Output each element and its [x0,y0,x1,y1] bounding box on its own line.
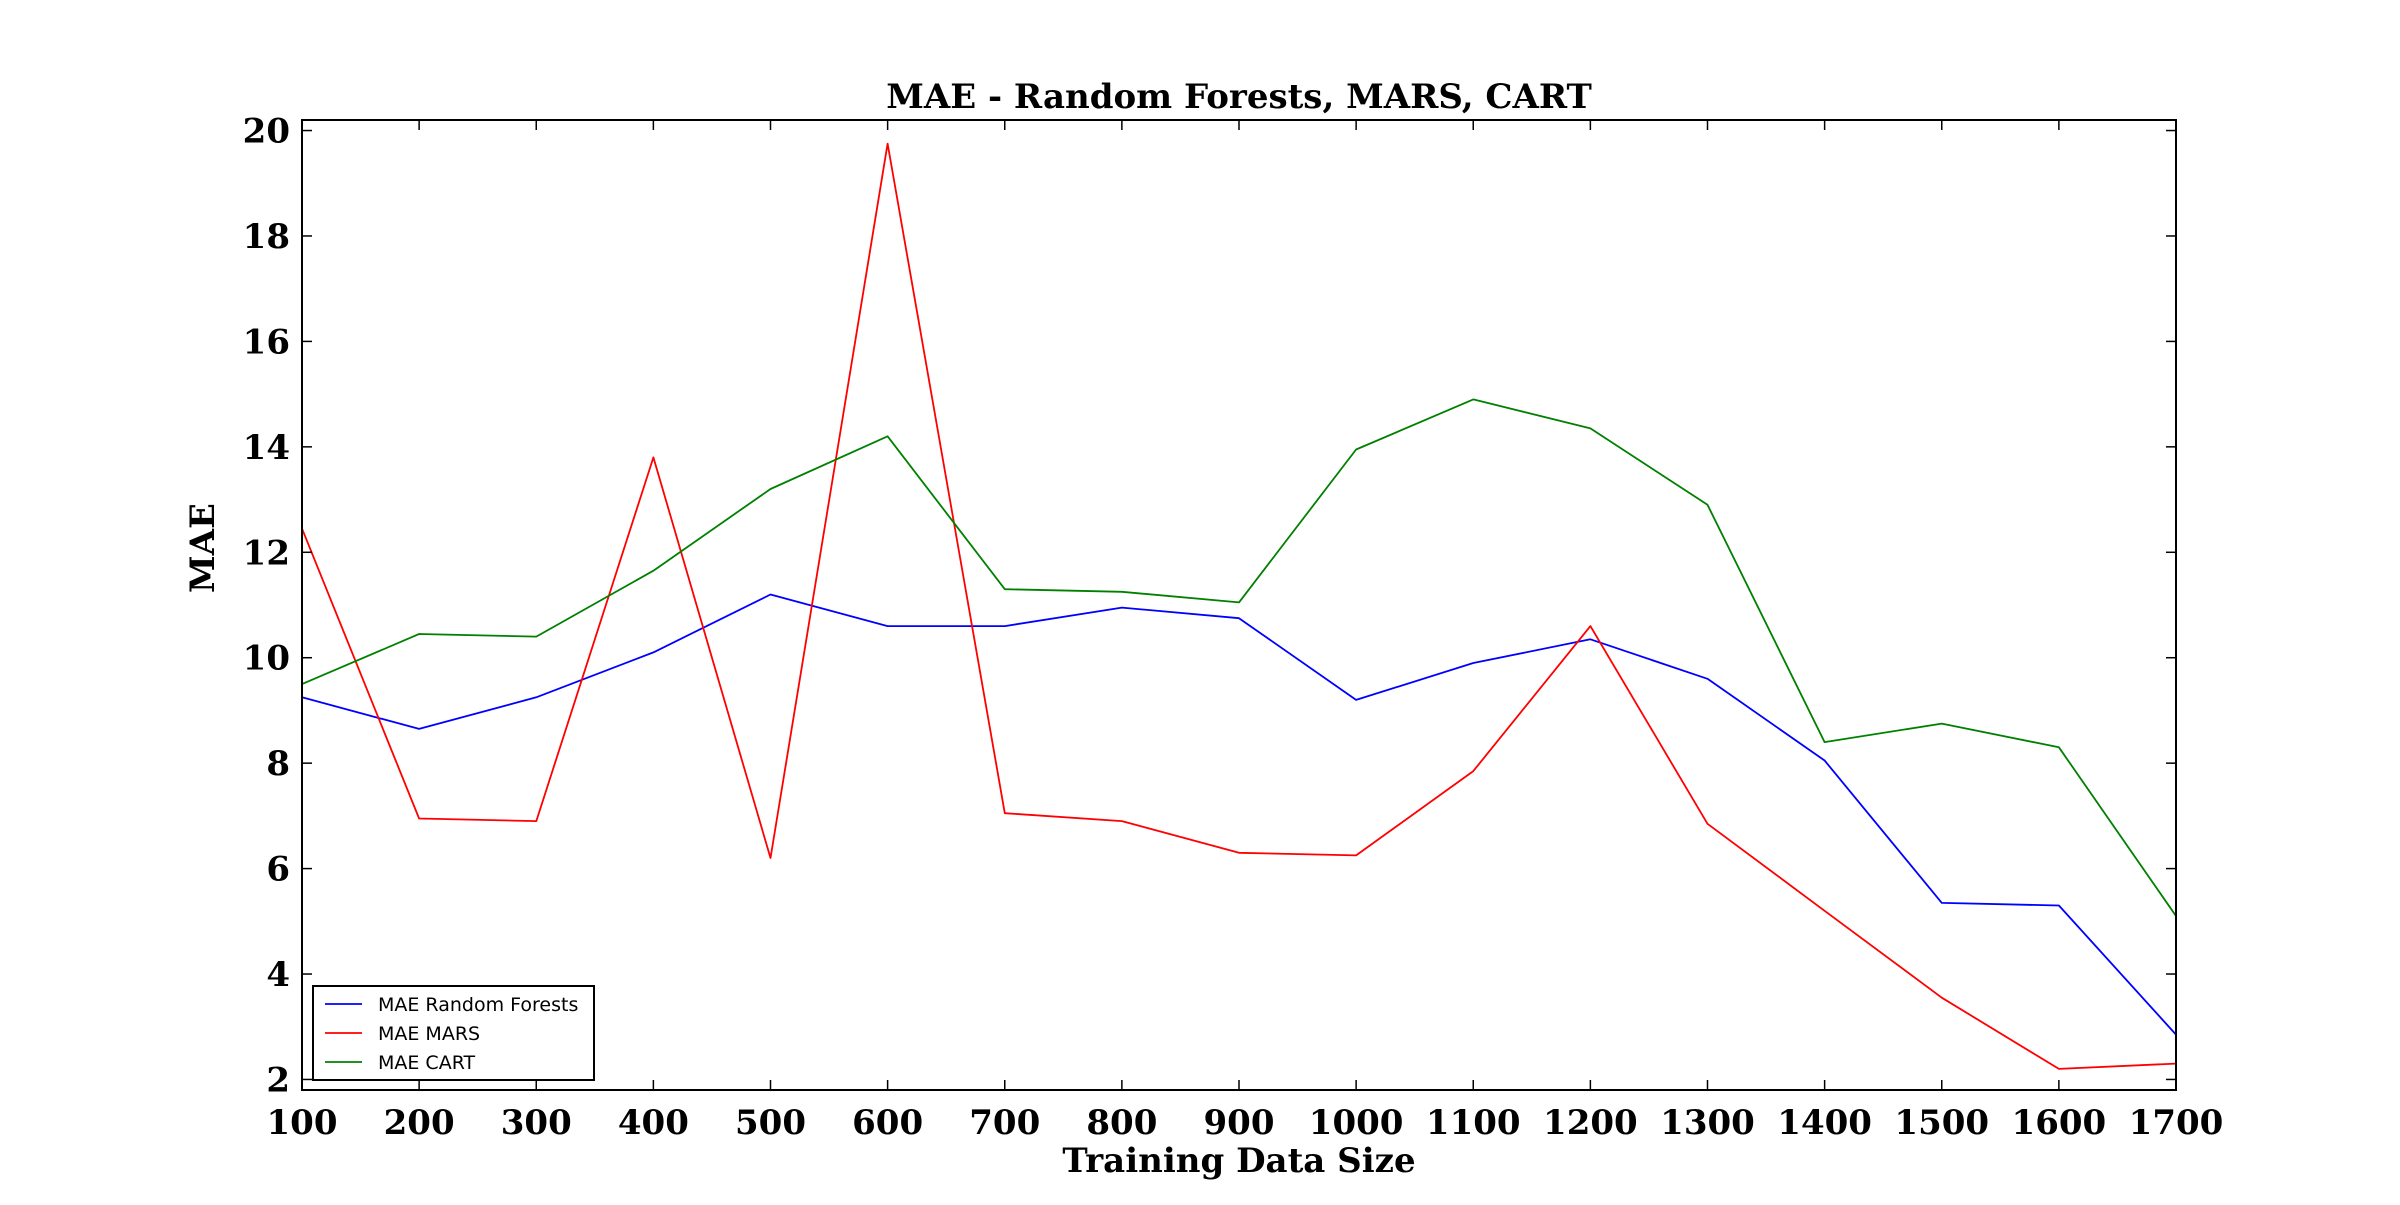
y-tick-label: 20 [243,112,290,152]
x-tick-label: 1700 [2129,1103,2224,1143]
y-tick-label: 2 [266,1060,290,1100]
x-tick-label: 700 [969,1103,1040,1143]
legend-items: MAE Random Forests MAE MARS MAE CART [325,994,578,1074]
x-tick-label: 900 [1204,1103,1275,1143]
y-tick-label: 16 [243,322,290,362]
ticks-layer: 100 200 300 400 500 600 700 800 900 1000 1100 1200 1… [243,112,2224,1143]
x-tick-label: 1400 [1777,1103,1872,1143]
legend-label: MAE MARS [378,1023,480,1045]
series-line-mae-random-forests [301,593,2177,1036]
series-line-mae-cart [301,398,2177,917]
x-tick-label: 1500 [1894,1103,1989,1143]
x-tick-label: 200 [384,1103,455,1143]
y-tick-label: 4 [266,955,290,995]
y-tick-label: 8 [266,744,290,784]
x-tick-label: 800 [1086,1103,1157,1143]
series-line-mae-mars [301,142,2177,1070]
x-tick-label: 1600 [2012,1103,2107,1143]
x-tick-label: 1300 [1660,1103,1755,1143]
plot-frame [301,119,2177,1091]
y-tick-label: 14 [243,428,290,468]
x-tick-label: 500 [735,1103,806,1143]
x-tick-label: 600 [852,1103,923,1143]
x-axis-label: Training Data Size [1062,1141,1415,1181]
x-tick-label: 400 [618,1103,689,1143]
chart-title: MAE - Random Forests, MARS, CART [886,77,1592,117]
legend-label: MAE CART [378,1052,476,1074]
x-tick-label: 1000 [1309,1103,1404,1143]
x-tick-label: 1200 [1543,1103,1638,1143]
legend-label: MAE Random Forests [378,994,578,1016]
legend: MAE Random Forests MAE MARS MAE CART [312,985,595,1081]
series-layer [301,142,2177,1070]
y-tick-label: 18 [243,217,290,257]
y-tick-label: 6 [266,850,290,890]
x-tick-label: 100 [267,1103,338,1143]
x-tick-label: 300 [501,1103,572,1143]
y-tick-label: 10 [243,639,290,679]
x-tick-label: 1100 [1426,1103,1521,1143]
y-tick-label: 12 [243,533,290,573]
y-axis-label: MAE [183,503,223,593]
